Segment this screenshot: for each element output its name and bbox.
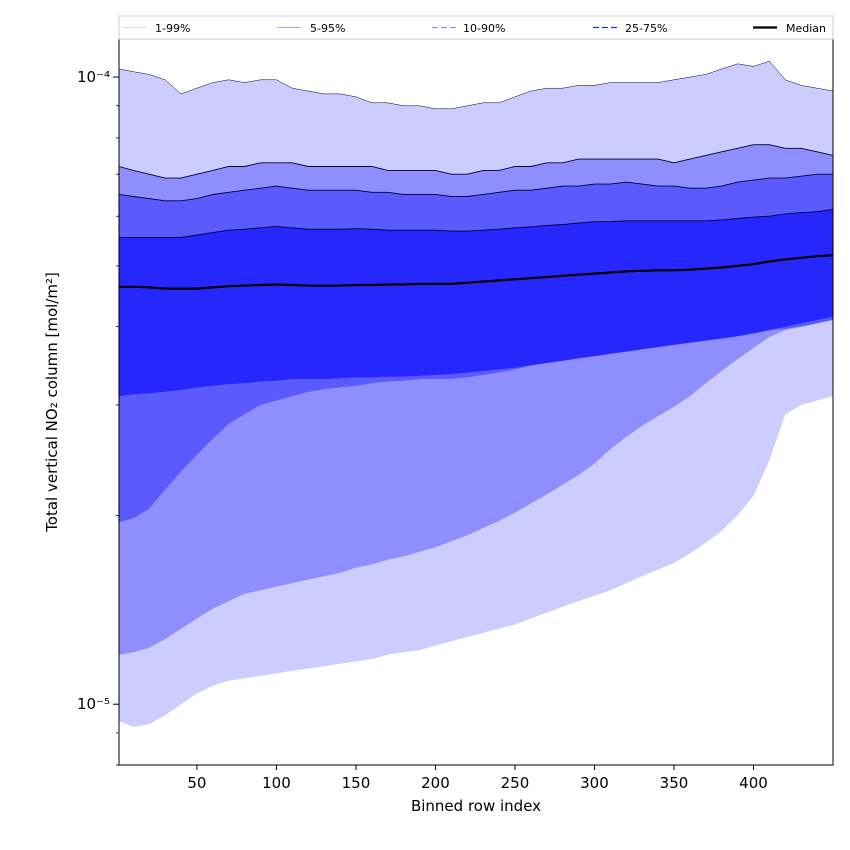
legend: 1-99% 5-95% 10-90% 25-75% Median (118, 15, 834, 40)
band-25-75% (119, 209, 833, 397)
y-tick-label: 10⁻⁴ (77, 68, 110, 86)
y-axis: 10⁻⁵ 10⁻⁴ (77, 68, 119, 766)
band-upper-edge-1-99% (118, 60, 834, 110)
legend-label: 1-99% (155, 22, 190, 35)
y-axis-label: Total vertical NO₂ column [mol/m²] (43, 272, 61, 533)
x-tick-label: 350 (660, 774, 689, 792)
legend-label: Median (786, 22, 826, 35)
y-tick-label: 10⁻⁵ (77, 695, 110, 713)
x-tick-label: 250 (501, 774, 530, 792)
x-tick-label: 400 (739, 774, 768, 792)
median-line (119, 254, 834, 290)
x-tick-label: 150 (342, 774, 371, 792)
band-upper-edge-25-75% (119, 209, 834, 238)
x-tick-label: 300 (580, 774, 609, 792)
legend-label: 25-75% (625, 22, 667, 35)
legend-label: 10-90% (463, 22, 505, 35)
x-axis-label: Binned row index (411, 797, 541, 815)
band-upper-edge-5-95% (118, 144, 834, 179)
lines-layer (118, 60, 834, 290)
bands-layer (119, 61, 833, 727)
legend-label: 5-95% (310, 22, 345, 35)
x-tick-label: 100 (262, 774, 291, 792)
band-upper-edge-10-90% (118, 173, 833, 202)
legend-box (118, 15, 834, 40)
x-tick-label: 50 (187, 774, 206, 792)
x-axis: 50 100 150 200 250 300 350 400 (187, 765, 768, 792)
x-tick-label: 200 (421, 774, 450, 792)
